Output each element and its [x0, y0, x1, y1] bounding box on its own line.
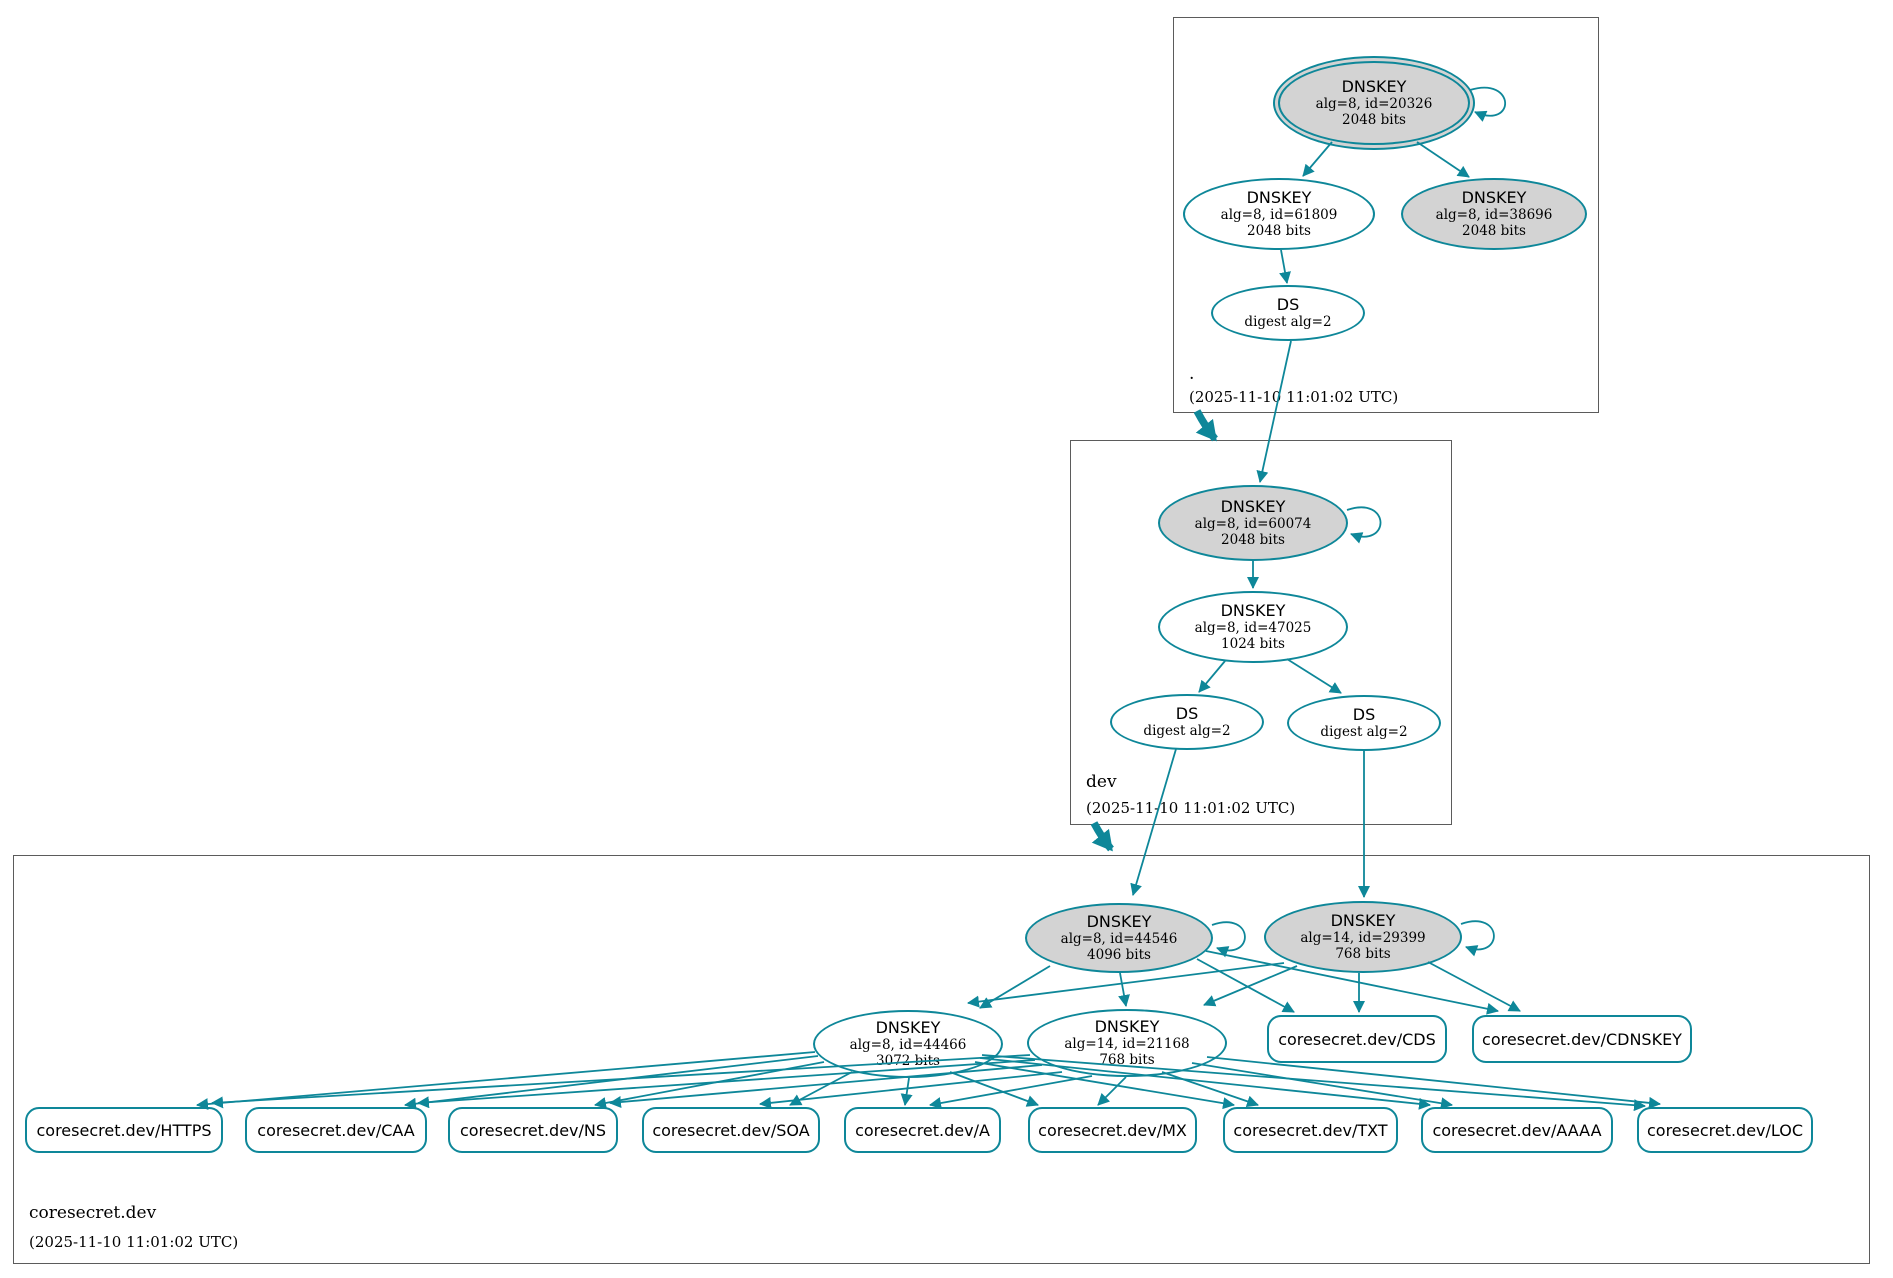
- rrset-label: coresecret.dev/TXT: [1233, 1120, 1388, 1140]
- rrset-label: coresecret.dev/CDS: [1278, 1029, 1436, 1049]
- node-title: DNSKEY: [875, 1018, 941, 1037]
- node-title: DNSKEY: [1094, 1017, 1160, 1036]
- rrset-label: coresecret.dev/SOA: [652, 1120, 810, 1140]
- rrset-loc[interactable]: coresecret.dev/LOC: [1637, 1107, 1813, 1153]
- node-alg-id: alg=8, id=44466: [849, 1037, 967, 1053]
- rrset-txt[interactable]: coresecret.dev/TXT: [1223, 1107, 1398, 1153]
- rrset-ns[interactable]: coresecret.dev/NS: [448, 1107, 618, 1153]
- dnskey-cs-ksk-29399[interactable]: DNSKEY alg=14, id=29399 768 bits: [1264, 901, 1462, 973]
- node-alg-id: alg=8, id=60074: [1194, 516, 1312, 532]
- rrset-label: coresecret.dev/MX: [1038, 1120, 1187, 1140]
- node-bits: 768 bits: [1099, 1052, 1155, 1068]
- node-alg-id: alg=8, id=44546: [1060, 931, 1178, 947]
- node-alg-id: alg=8, id=61809: [1220, 207, 1338, 223]
- rrset-https[interactable]: coresecret.dev/HTTPS: [25, 1107, 223, 1153]
- rrset-label: coresecret.dev/LOC: [1646, 1120, 1804, 1140]
- dnskey-dev-zsk-47025[interactable]: DNSKEY alg=8, id=47025 1024 bits: [1158, 591, 1348, 663]
- node-bits: 4096 bits: [1087, 947, 1151, 963]
- dnskey-dev-ksk-60074[interactable]: DNSKEY alg=8, id=60074 2048 bits: [1158, 485, 1348, 561]
- dnskey-cs-zsk-21168[interactable]: DNSKEY alg=14, id=21168 768 bits: [1027, 1009, 1227, 1077]
- node-title: DNSKEY: [1220, 601, 1286, 620]
- dnskey-cs-zsk-44466[interactable]: DNSKEY alg=8, id=44466 3072 bits: [813, 1010, 1003, 1078]
- node-title: DNSKEY: [1330, 911, 1396, 930]
- rrset-caa[interactable]: coresecret.dev/CAA: [245, 1107, 427, 1153]
- node-digest: digest alg=2: [1143, 723, 1231, 739]
- node-alg-id: alg=14, id=21168: [1064, 1036, 1190, 1052]
- ds-dev-right[interactable]: DS digest alg=2: [1287, 695, 1441, 751]
- zone-box-root: . (2025-11-10 11:01:02 UTC): [1173, 17, 1599, 413]
- node-title: DNSKEY: [1086, 912, 1152, 931]
- node-bits: 2048 bits: [1462, 223, 1526, 239]
- rrset-label: coresecret.dev/A: [855, 1120, 990, 1140]
- rrset-mx[interactable]: coresecret.dev/MX: [1028, 1107, 1197, 1153]
- node-title: DS: [1276, 295, 1300, 314]
- zone-timestamp-coresecret-dev: (2025-11-10 11:01:02 UTC): [29, 1233, 239, 1251]
- node-digest: digest alg=2: [1244, 314, 1332, 330]
- rrset-cdnskey[interactable]: coresecret.dev/CDNSKEY: [1472, 1015, 1692, 1063]
- zone-label-root: .: [1189, 364, 1195, 384]
- node-title: DNSKEY: [1246, 188, 1312, 207]
- node-bits: 2048 bits: [1342, 112, 1406, 128]
- node-title: DNSKEY: [1341, 77, 1407, 96]
- node-title: DS: [1175, 704, 1199, 723]
- rrset-cds[interactable]: coresecret.dev/CDS: [1267, 1015, 1447, 1063]
- node-alg-id: alg=8, id=47025: [1194, 620, 1312, 636]
- zone-label-coresecret-dev: coresecret.dev: [29, 1203, 157, 1223]
- zone-timestamp-root: (2025-11-10 11:01:02 UTC): [1189, 388, 1399, 406]
- node-title: DS: [1352, 705, 1376, 724]
- rrset-soa[interactable]: coresecret.dev/SOA: [642, 1107, 820, 1153]
- node-title: DNSKEY: [1461, 188, 1527, 207]
- node-title: DNSKEY: [1220, 497, 1286, 516]
- node-bits: 2048 bits: [1221, 532, 1285, 548]
- rrset-label: coresecret.dev/AAAA: [1432, 1120, 1602, 1140]
- node-alg-id: alg=8, id=20326: [1315, 96, 1433, 112]
- rrset-a[interactable]: coresecret.dev/A: [844, 1107, 1001, 1153]
- zone-label-dev: dev: [1086, 772, 1117, 792]
- zone-timestamp-dev: (2025-11-10 11:01:02 UTC): [1086, 799, 1296, 817]
- rrset-label: coresecret.dev/CDNSKEY: [1482, 1029, 1682, 1049]
- node-bits: 3072 bits: [876, 1053, 940, 1069]
- node-bits: 2048 bits: [1247, 223, 1311, 239]
- ds-root[interactable]: DS digest alg=2: [1211, 285, 1365, 341]
- rrset-label: coresecret.dev/HTTPS: [36, 1120, 212, 1140]
- dnskey-cs-ksk-44546[interactable]: DNSKEY alg=8, id=44546 4096 bits: [1025, 903, 1213, 973]
- node-alg-id: alg=14, id=29399: [1300, 930, 1426, 946]
- node-bits: 768 bits: [1335, 946, 1391, 962]
- dnskey-root-zsk-61809[interactable]: DNSKEY alg=8, id=61809 2048 bits: [1183, 178, 1375, 250]
- node-bits: 1024 bits: [1221, 636, 1285, 652]
- rrset-label: coresecret.dev/NS: [459, 1120, 607, 1140]
- node-digest: digest alg=2: [1320, 724, 1408, 740]
- ds-dev-left[interactable]: DS digest alg=2: [1110, 694, 1264, 750]
- dnskey-root-ksk-20326[interactable]: DNSKEY alg=8, id=20326 2048 bits: [1278, 61, 1470, 145]
- zone-box-coresecret-dev: coresecret.dev (2025-11-10 11:01:02 UTC): [13, 855, 1870, 1264]
- node-alg-id: alg=8, id=38696: [1435, 207, 1553, 223]
- rrset-label: coresecret.dev/CAA: [257, 1120, 415, 1140]
- rrset-aaaa[interactable]: coresecret.dev/AAAA: [1421, 1107, 1613, 1153]
- dnskey-root-ksk-38696[interactable]: DNSKEY alg=8, id=38696 2048 bits: [1401, 178, 1587, 250]
